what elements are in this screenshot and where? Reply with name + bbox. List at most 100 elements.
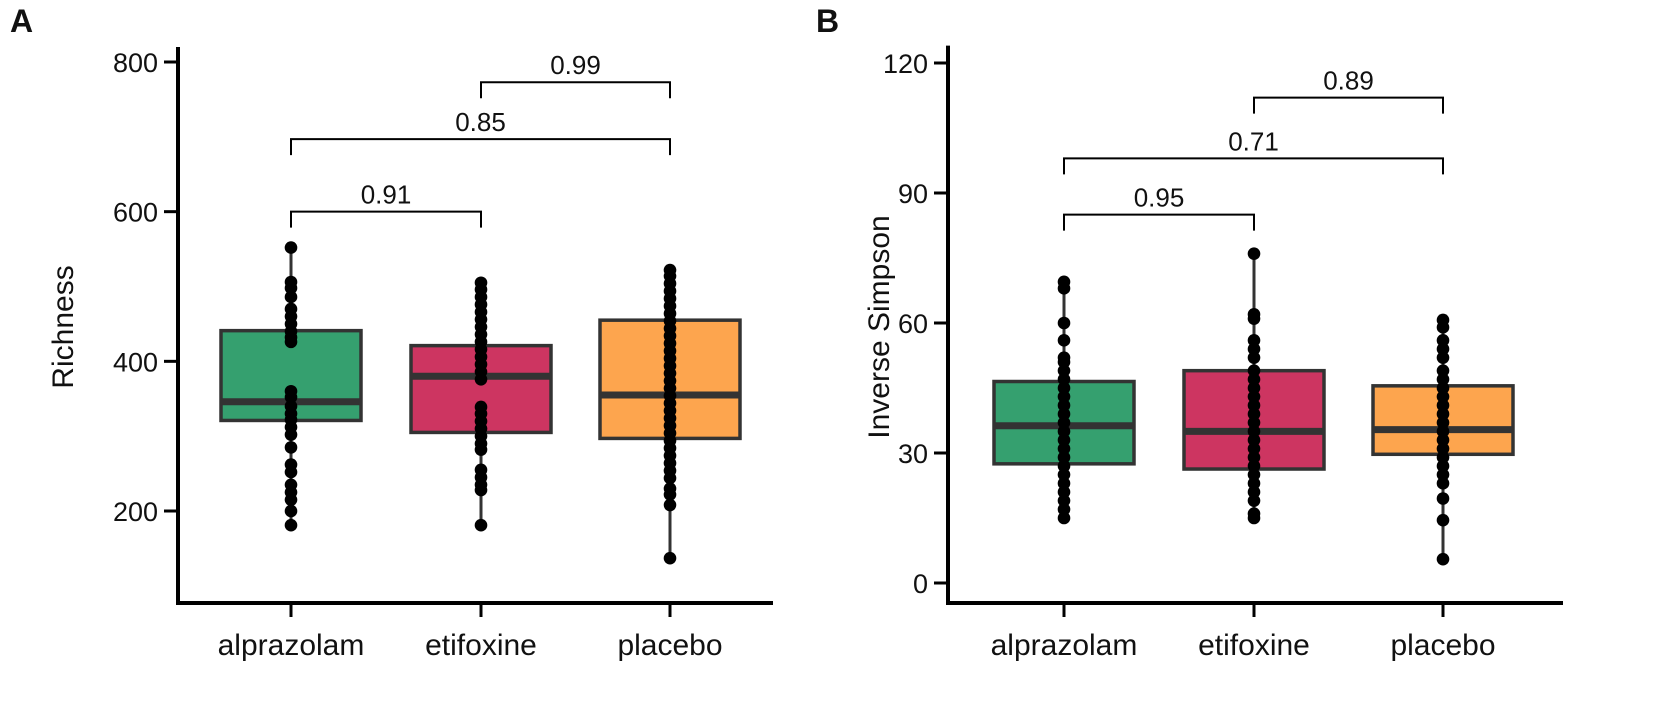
panel-b-p-value-label: 0.89 (1323, 66, 1374, 96)
panel-b-axes: 0 30 60 90 120 alprazolam etifoxine placebo (883, 45, 1563, 662)
panel-b-data-point (1436, 364, 1450, 377)
panel-b-label: B (816, 3, 839, 39)
panel-b-data-point (1057, 381, 1071, 395)
panel-b-data-point (1436, 459, 1450, 473)
panel-b-data-point (1247, 442, 1261, 455)
panel-a-category-label: placebo (617, 629, 722, 662)
panel-b-data-point (1436, 342, 1450, 356)
panel-b-data-point (1057, 442, 1071, 455)
panel-b-y-tick-label: 120 (883, 49, 928, 79)
panel-a-brackets: 0.91 0.85 0.99 (290, 50, 671, 228)
panel-b-data-point (1057, 373, 1071, 386)
panel-b-data-point (1436, 477, 1450, 490)
panel-b-points (1057, 247, 1450, 566)
panel-b-comparison-bracket (1063, 157, 1444, 175)
panel-b-data-point (1247, 485, 1261, 499)
panel-a-data-point (474, 518, 488, 532)
panel-b-data-point (1057, 282, 1071, 295)
panel-b-data-point (1436, 425, 1450, 438)
panel-a-data-point (284, 390, 298, 404)
panel-b-data-point (1057, 468, 1071, 481)
panel-a-comparison-bracket (480, 81, 671, 99)
panel-a-data-point (663, 498, 677, 512)
panel-a-data-point (284, 428, 298, 441)
panel-b-y-tick-label: 60 (898, 309, 928, 339)
panel-b-data-point (1247, 399, 1261, 412)
panel-b-brackets: 0.95 0.71 0.89 (1063, 66, 1444, 231)
panel-b-data-point (1247, 433, 1261, 447)
panel-b-data-point (1436, 416, 1450, 429)
panel-b-data-point (1057, 477, 1071, 490)
panel-b-category-label: alprazolam (991, 629, 1138, 662)
panel-a-axes: 200 400 600 800 alprazolam etifoxine placebo (113, 47, 773, 662)
panel-b-data-point (1436, 373, 1450, 386)
panel-b: B Inverse Simpson 0.95 0.71 0.89 0 30 60 90 12… (816, 3, 1563, 662)
panel-b-data-point (1247, 468, 1261, 481)
panel-a-data-point (284, 465, 298, 479)
panel-b-data-point (1436, 513, 1450, 527)
panel-b-data-point (1247, 477, 1261, 490)
panel-a-comparison-bracket (290, 210, 482, 228)
panel-b-comparison-bracket (1063, 213, 1255, 231)
panel-a-data-point (474, 483, 488, 497)
panel-b-data-point (1436, 442, 1450, 455)
panel-b-data-point (1247, 459, 1261, 473)
panel-b-data-point (1436, 399, 1450, 412)
panel-b-data-point (1057, 407, 1071, 421)
panel-a-y-axis-title: Richness (47, 265, 80, 388)
panel-a-label: A (10, 3, 33, 39)
panel-b-p-value-label: 0.71 (1228, 126, 1279, 156)
panel-b-category-label: etifoxine (1198, 629, 1310, 662)
panel-b-data-point (1057, 485, 1071, 499)
panel-a-data-point (284, 281, 298, 295)
panel-a-data-point (284, 335, 298, 349)
panel-b-comparison-bracket (1253, 96, 1444, 114)
panel-a-data-point (284, 441, 298, 454)
panel-b-data-point (1247, 364, 1261, 377)
panel-b-data-point (1436, 433, 1450, 447)
panel-a-comparison-bracket (290, 138, 671, 156)
panel-b-data-point (1436, 390, 1450, 403)
panel-b-data-point (1247, 351, 1261, 364)
panel-b-data-point (1247, 511, 1261, 525)
panel-b-y-axis-title: Inverse Simpson (863, 215, 896, 438)
panel-b-data-point (1057, 355, 1071, 369)
panel-b-data-point (1247, 407, 1261, 421)
panel-a-y-tick-label: 800 (113, 48, 158, 78)
panel-b-data-point (1057, 433, 1071, 447)
panel-b-data-point (1436, 552, 1450, 566)
panel-b-data-point (1247, 416, 1261, 429)
panel-b-data-point (1057, 399, 1071, 412)
panel-b-data-point (1247, 381, 1261, 395)
panel-b-data-point (1247, 390, 1261, 403)
panel-b-data-point (1057, 334, 1071, 347)
panel-b-data-point (1057, 416, 1071, 429)
panel-a-data-point (284, 241, 298, 254)
panel-b-data-point (1247, 312, 1261, 325)
panel-b-data-point (1436, 381, 1450, 395)
panel-b-data-point (1247, 373, 1261, 386)
panel-a-p-value-label: 0.85 (455, 107, 506, 137)
panel-a-y-tick-label: 600 (113, 198, 158, 228)
panel-b-data-point (1436, 351, 1450, 364)
panel-b-category-label: placebo (1390, 629, 1495, 662)
panel-a-category-label: alprazolam (218, 629, 365, 662)
panel-b-data-point (1057, 364, 1071, 377)
panel-b-data-point (1057, 425, 1071, 438)
panel-b-data-point (1057, 511, 1071, 525)
panel-a-data-point (284, 290, 298, 304)
panel-a-category-label: etifoxine (425, 629, 537, 662)
panel-b-data-point (1436, 321, 1450, 334)
panel-b-data-point (1057, 494, 1071, 507)
panel-b-data-point (1057, 451, 1071, 464)
panel-b-data-point (1057, 459, 1071, 473)
panel-a-data-point (284, 518, 298, 532)
panel-a-data-point (663, 488, 677, 501)
panel-a-points (284, 241, 677, 565)
panel-a-y-tick-label: 400 (113, 347, 158, 377)
panel-a-data-point (663, 551, 677, 565)
panel-b-data-point (1436, 468, 1450, 481)
panel-b-data-point (1436, 334, 1450, 347)
panel-b-data-point (1247, 494, 1261, 507)
